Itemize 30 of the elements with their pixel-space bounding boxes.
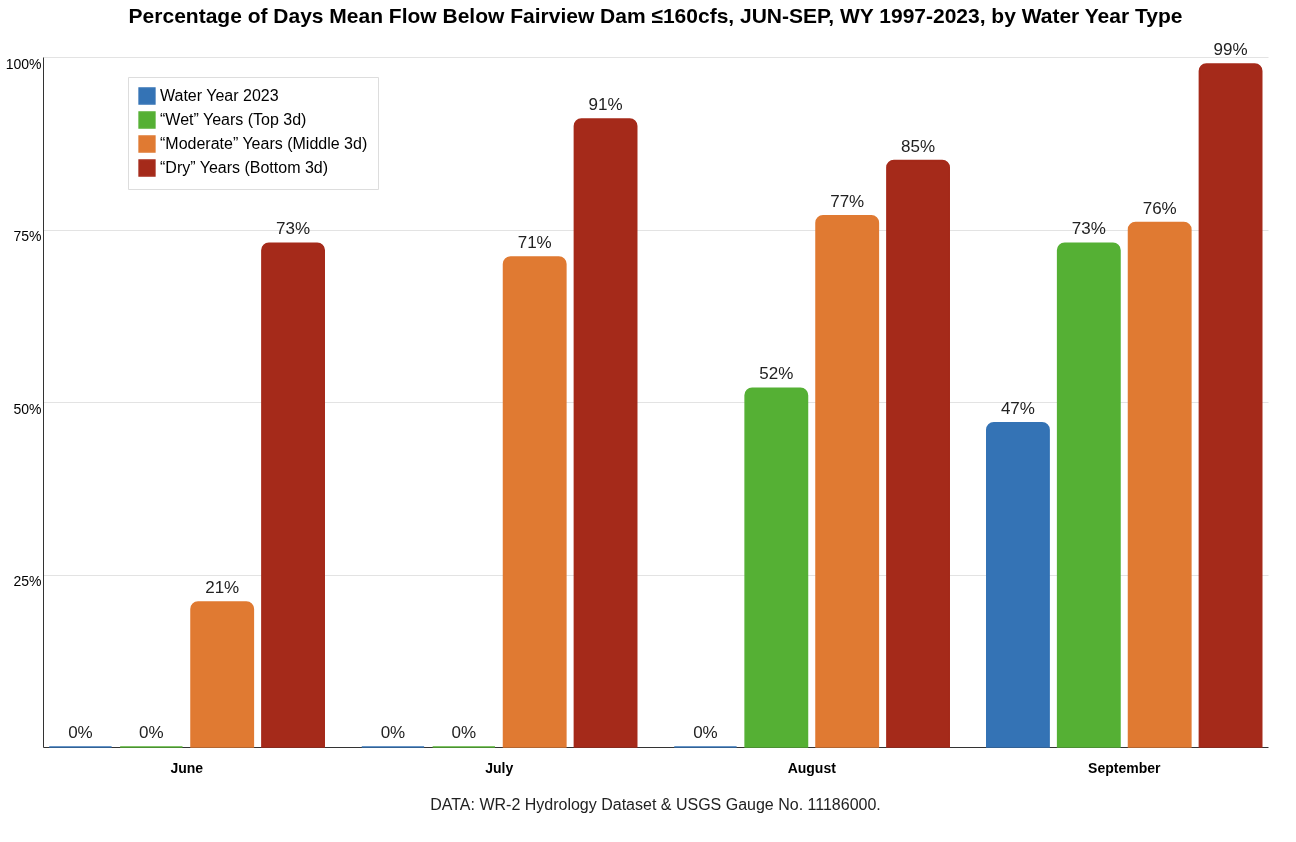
text: DATA: WR-2 Hydrology Dataset & USGS Gauge No. 11186000.	[430, 796, 881, 813]
chart-title: Percentage of Days Mean Flow Below Fairview Dam ≤160cfs, JUN-SEP, WY 1997-2023, by Water Year Type	[128, 3, 1183, 27]
y-tick-label: 25%	[13, 573, 42, 589]
data-label: 77%	[830, 191, 865, 211]
x-tick-label: September	[1088, 759, 1161, 776]
legend-label: Water Year 2023	[160, 87, 279, 104]
data-label: 0%	[693, 723, 718, 742]
data-label: 85%	[901, 136, 936, 156]
data-label: 47%	[1000, 398, 1035, 418]
data-label: 21%	[205, 578, 240, 598]
data-label: 91%	[588, 95, 623, 115]
legend-label: “Moderate” Years (Middle 3d)	[160, 135, 368, 152]
data-label: 0%	[451, 723, 477, 742]
y-tick-label: 50%	[13, 400, 42, 417]
legend-label: “Dry” Years (Bottom 3d)	[160, 159, 329, 176]
data-label: 0%	[380, 723, 406, 742]
y-tick-label: 100%	[5, 55, 42, 72]
data-label: 52%	[759, 364, 794, 384]
data-label: 0%	[68, 723, 93, 742]
data-label: 73%	[1071, 219, 1106, 239]
data-label: 71%	[517, 233, 552, 253]
data-label: 0%	[139, 723, 164, 742]
data-label: 73%	[276, 219, 311, 239]
legend-label: “Wet” Years (Top 3d)	[160, 111, 307, 128]
x-tick-label: June	[170, 759, 204, 776]
y-tick-label: 75%	[13, 228, 42, 244]
x-tick-label: July	[485, 759, 514, 776]
data-label: 76%	[1142, 198, 1177, 218]
data-label: 99%	[1213, 39, 1248, 59]
x-tick-label: August	[787, 759, 837, 776]
